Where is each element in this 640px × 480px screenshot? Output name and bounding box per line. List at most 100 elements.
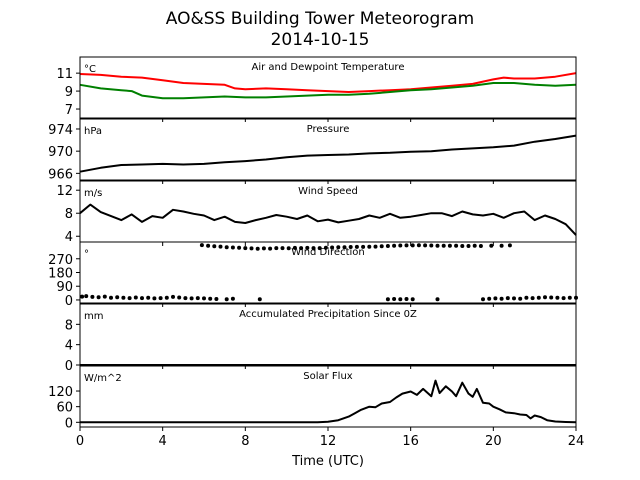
y-tick-label: 11 bbox=[56, 67, 73, 82]
wind-direction-point bbox=[472, 243, 477, 248]
panel-3-series-line-1 bbox=[79, 203, 577, 236]
wind-direction-point bbox=[518, 296, 523, 301]
wind-direction-point bbox=[261, 246, 266, 251]
y-tick-label: 0 bbox=[65, 294, 73, 309]
wind-direction-point bbox=[524, 295, 529, 300]
wind-direction-point bbox=[214, 297, 219, 301]
y-tick-label: 12 bbox=[56, 184, 73, 199]
figure-subtitle: 2014-10-15 bbox=[271, 30, 370, 50]
panel-2: 966 970 974 hPa Pressure bbox=[48, 118, 577, 184]
wind-direction-point bbox=[230, 245, 235, 250]
wind-direction-point bbox=[305, 245, 310, 250]
wind-direction-point bbox=[274, 246, 279, 251]
wind-direction-point bbox=[140, 296, 144, 301]
wind-direction-point bbox=[171, 294, 175, 299]
wind-direction-point bbox=[121, 295, 126, 300]
wind-direction-point bbox=[84, 294, 89, 299]
wind-direction-point bbox=[447, 243, 452, 248]
wind-direction-point bbox=[195, 296, 200, 301]
wind-direction-point bbox=[249, 246, 254, 251]
wind-direction-point bbox=[385, 244, 390, 248]
wind-direction-point bbox=[183, 296, 188, 301]
wind-direction-point bbox=[493, 296, 498, 301]
wind-direction-point bbox=[530, 296, 535, 301]
wind-direction-point bbox=[512, 296, 516, 301]
wind-direction-point bbox=[330, 245, 335, 250]
wind-direction-point bbox=[555, 295, 560, 300]
wind-direction-point bbox=[292, 245, 297, 250]
wind-direction-point bbox=[441, 243, 446, 248]
wind-direction-point bbox=[199, 243, 204, 248]
wind-direction-point bbox=[237, 245, 242, 250]
wind-direction-point bbox=[127, 296, 132, 301]
panel-6-unit-label: W/m^2 bbox=[84, 373, 122, 384]
wind-direction-point bbox=[435, 243, 440, 248]
y-tick-label: 8 bbox=[65, 318, 73, 333]
y-tick-label: 90 bbox=[56, 280, 73, 295]
wind-direction-point bbox=[561, 296, 566, 301]
y-tick-label: 0 bbox=[65, 416, 73, 431]
y-tick-label: 270 bbox=[48, 253, 73, 268]
wind-direction-point bbox=[189, 296, 194, 301]
wind-direction-point bbox=[90, 294, 95, 299]
y-tick-label: 9 bbox=[65, 85, 73, 100]
y-tick-label: 8 bbox=[65, 207, 73, 222]
wind-direction-point bbox=[410, 297, 415, 302]
wind-direction-point bbox=[102, 294, 107, 299]
y-tick-label: 966 bbox=[48, 167, 73, 182]
wind-direction-point bbox=[379, 244, 384, 249]
wind-direction-point bbox=[367, 244, 372, 249]
wind-direction-point bbox=[416, 243, 421, 248]
x-tick-label: 0 bbox=[76, 434, 84, 449]
panel-4-title: Wind Direction bbox=[291, 247, 365, 258]
wind-direction-point bbox=[454, 243, 459, 248]
panels: 7 9 11 °C Air and Dewpoint Temperature 966 970… bbox=[48, 56, 584, 469]
wind-direction-point bbox=[489, 243, 494, 248]
panel-5: 0 4 8 mm Accumulated Precipitation Since 0Z bbox=[65, 303, 577, 374]
wind-direction-point bbox=[361, 244, 366, 249]
wind-direction-point bbox=[218, 244, 223, 249]
y-tick-label: 970 bbox=[48, 145, 73, 160]
wind-direction-point bbox=[311, 246, 316, 251]
wind-direction-point bbox=[505, 296, 510, 301]
wind-direction-point bbox=[481, 297, 485, 302]
wind-direction-point bbox=[499, 296, 504, 301]
wind-direction-point bbox=[410, 243, 415, 248]
wind-direction-point bbox=[80, 294, 85, 299]
wind-direction-point bbox=[460, 244, 465, 248]
panel-3-title: Wind Speed bbox=[298, 186, 358, 197]
panel-6-series-line-1 bbox=[80, 379, 577, 424]
wind-direction-point bbox=[392, 297, 397, 301]
panel-6-title: Solar Flux bbox=[303, 371, 353, 382]
wind-direction-point bbox=[268, 246, 273, 251]
y-tick-label: 60 bbox=[56, 401, 73, 416]
x-tick-label: 4 bbox=[159, 434, 167, 449]
wind-direction-point bbox=[177, 295, 182, 300]
wind-direction-point bbox=[507, 243, 512, 248]
wind-direction-point bbox=[499, 243, 504, 248]
wind-direction-point bbox=[208, 296, 213, 301]
wind-direction-point bbox=[224, 297, 229, 302]
y-tick-label: 0 bbox=[65, 359, 73, 374]
wind-direction-point bbox=[257, 297, 262, 302]
wind-direction-point bbox=[115, 295, 120, 300]
wind-direction-point bbox=[286, 246, 291, 251]
panel-2-title: Pressure bbox=[307, 124, 350, 135]
wind-direction-point bbox=[224, 245, 229, 250]
wind-direction-point bbox=[206, 243, 211, 248]
wind-direction-point bbox=[146, 295, 151, 300]
wind-direction-point bbox=[398, 297, 403, 302]
panel-3: 4 8 12 m/s Wind Speed bbox=[56, 180, 577, 246]
figure-title: AO&SS Building Tower Meteorogram bbox=[166, 9, 474, 29]
panel-1: 7 9 11 °C Air and Dewpoint Temperature bbox=[56, 56, 577, 122]
wind-direction-point bbox=[164, 295, 169, 300]
wind-direction-point bbox=[230, 296, 235, 301]
wind-direction-point bbox=[348, 245, 353, 249]
wind-direction-point bbox=[109, 295, 113, 300]
wind-direction-point bbox=[255, 246, 260, 251]
wind-direction-point bbox=[133, 295, 138, 300]
panel-2-series-line-1 bbox=[79, 134, 577, 173]
wind-direction-point bbox=[398, 243, 403, 248]
